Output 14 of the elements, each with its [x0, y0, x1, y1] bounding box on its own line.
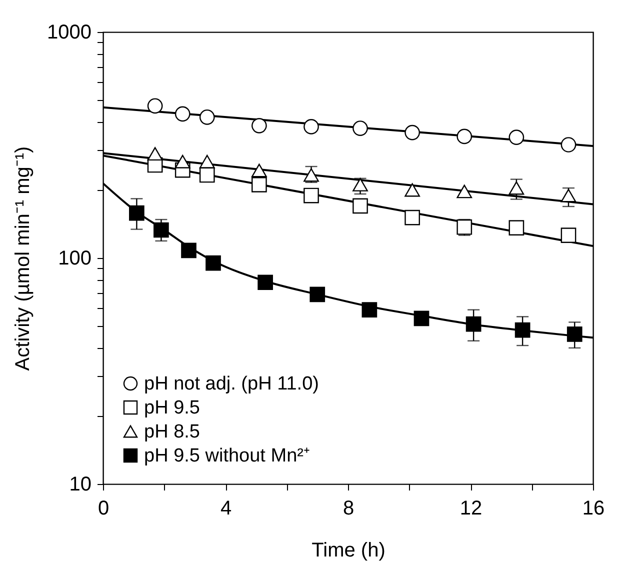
x-tick-label: 4 — [220, 498, 232, 520]
legend-label: pH 9.5 — [144, 398, 200, 418]
legend-label: pH 8.5 — [144, 422, 200, 442]
legend-label: pH not adj. (pH 11.0) — [144, 374, 319, 394]
legend-label: pH 9.5 without Mn²⁺ — [144, 446, 310, 466]
x-axis-title: Time (h) — [312, 540, 386, 562]
y-tick-label: 10 — [69, 474, 92, 496]
y-tick-label: 100 — [58, 248, 92, 270]
x-tick-label: 12 — [460, 498, 482, 520]
y-tick-label: 1000 — [47, 22, 92, 44]
x-tick-label: 0 — [98, 498, 110, 520]
y-axis-title: Activity (µmol min⁻¹ mg⁻¹) — [12, 146, 34, 371]
x-tick-label: 16 — [582, 498, 605, 520]
x-tick-label: 8 — [342, 498, 354, 520]
